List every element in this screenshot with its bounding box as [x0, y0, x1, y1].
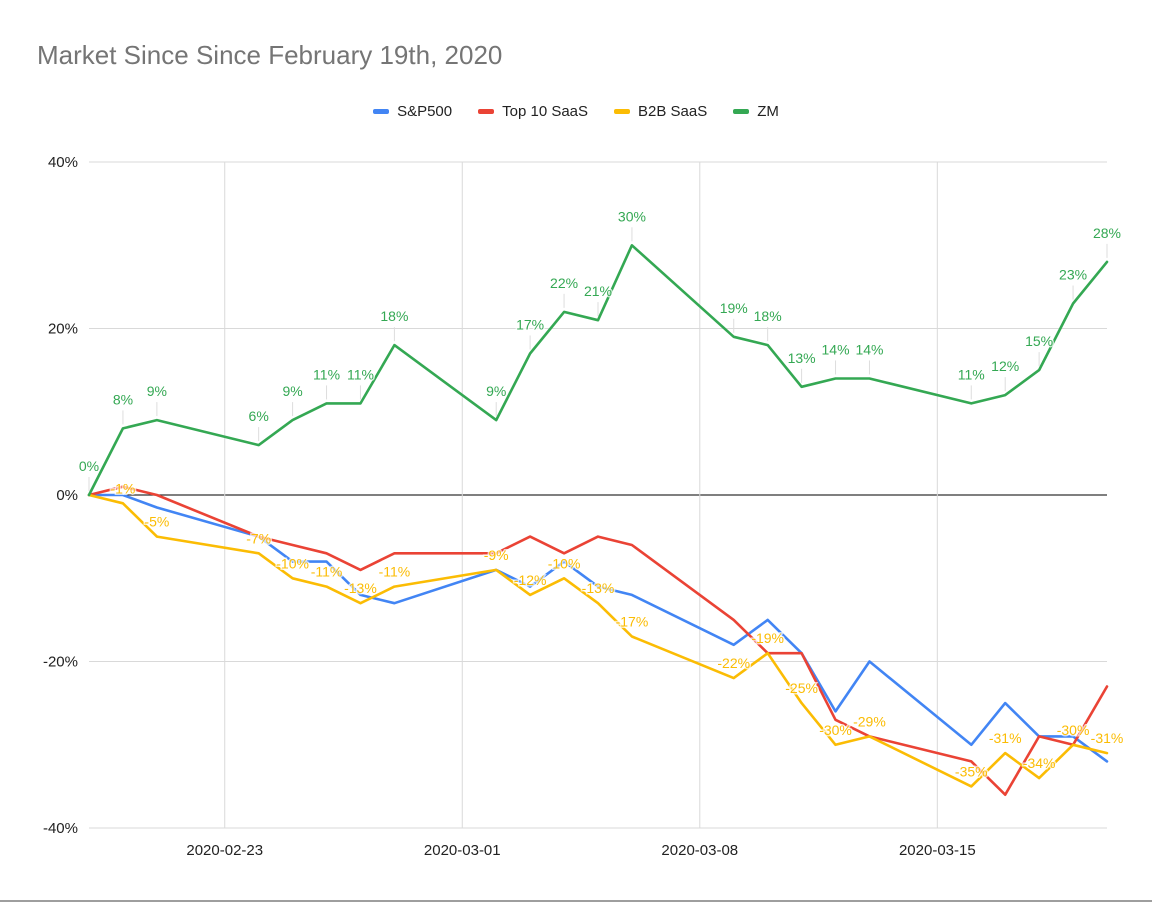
data-label: 11%: [313, 366, 340, 382]
data-label: -34%: [1023, 755, 1056, 771]
data-label: -17%: [616, 614, 649, 630]
y-tick-label: 20%: [48, 321, 78, 338]
data-label: -19%: [751, 630, 784, 646]
bottom-divider: [0, 900, 1152, 902]
data-label: 6%: [249, 408, 269, 424]
data-label: 28%: [1093, 225, 1121, 241]
data-label: -7%: [246, 530, 271, 546]
data-label: 19%: [720, 300, 748, 316]
data-label: 9%: [147, 383, 167, 399]
data-label: -12%: [514, 572, 547, 588]
legend-item-top10-saas[interactable]: Top 10 SaaS: [478, 103, 588, 120]
series-line-3: [87, 244, 1109, 497]
legend-label: ZM: [757, 103, 779, 120]
data-label: -31%: [989, 730, 1022, 746]
data-label: 23%: [1059, 267, 1087, 283]
x-tick-label: 2020-02-23: [186, 842, 263, 859]
data-label: -11%: [311, 564, 343, 580]
legend-label: B2B SaaS: [638, 103, 708, 120]
data-label: 8%: [113, 391, 133, 407]
chart-title: Market Since Since February 19th, 2020: [37, 40, 503, 70]
data-label: -10%: [548, 555, 581, 571]
data-label: -9%: [484, 547, 509, 563]
y-tick-label: -20%: [43, 654, 78, 671]
data-label: -29%: [853, 713, 886, 729]
x-tick-label: 2020-03-08: [661, 842, 738, 859]
series-line-1: [87, 485, 1109, 797]
legend: S&P500 Top 10 SaaS B2B SaaS ZM: [0, 103, 1152, 120]
data-label: -1%: [110, 480, 135, 496]
data-label: 11%: [958, 366, 985, 382]
y-tick-label: 40%: [48, 154, 78, 171]
data-label: 17%: [516, 316, 544, 332]
data-label: 9%: [486, 383, 506, 399]
data-label: -30%: [1057, 722, 1090, 738]
data-label: 9%: [282, 383, 302, 399]
data-label: -35%: [955, 763, 988, 779]
series-line-0: [87, 493, 1109, 763]
series-line-2: [87, 493, 1109, 788]
data-label: 0%: [79, 458, 99, 474]
legend-item-zm[interactable]: ZM: [733, 103, 779, 120]
legend-swatch: [478, 109, 495, 114]
data-label: -25%: [785, 680, 818, 696]
data-label: -30%: [819, 722, 852, 738]
y-tick-label: -40%: [43, 820, 78, 837]
data-label: 22%: [550, 275, 578, 291]
y-tick-label: 0%: [56, 487, 78, 504]
data-label: 15%: [1025, 333, 1053, 349]
data-label: -22%: [717, 655, 750, 671]
data-label: 13%: [788, 350, 816, 366]
legend-label: Top 10 SaaS: [502, 103, 589, 120]
data-label: 14%: [822, 341, 850, 357]
x-tick-label: 2020-03-01: [424, 842, 501, 859]
data-label: 21%: [584, 283, 612, 299]
legend-item-sp500[interactable]: S&P500: [373, 103, 452, 120]
data-label: -11%: [379, 564, 411, 580]
data-label: 18%: [754, 308, 782, 324]
data-label: 14%: [855, 341, 883, 357]
data-label: 30%: [618, 208, 646, 224]
legend-swatch: [614, 109, 631, 114]
legend-swatch: [373, 109, 390, 114]
data-label: -31%: [1091, 730, 1124, 746]
data-label: -13%: [344, 580, 377, 596]
data-label: 11%: [347, 366, 374, 382]
data-label: 18%: [380, 308, 408, 324]
legend-item-b2b-saas[interactable]: B2B SaaS: [614, 103, 707, 120]
data-label: 12%: [991, 358, 1019, 374]
legend-swatch: [733, 109, 750, 114]
data-label: -5%: [144, 514, 169, 530]
x-tick-label: 2020-03-15: [899, 842, 976, 859]
legend-label: S&P500: [397, 103, 453, 120]
data-label: -13%: [582, 580, 615, 596]
data-label: -10%: [276, 555, 309, 571]
